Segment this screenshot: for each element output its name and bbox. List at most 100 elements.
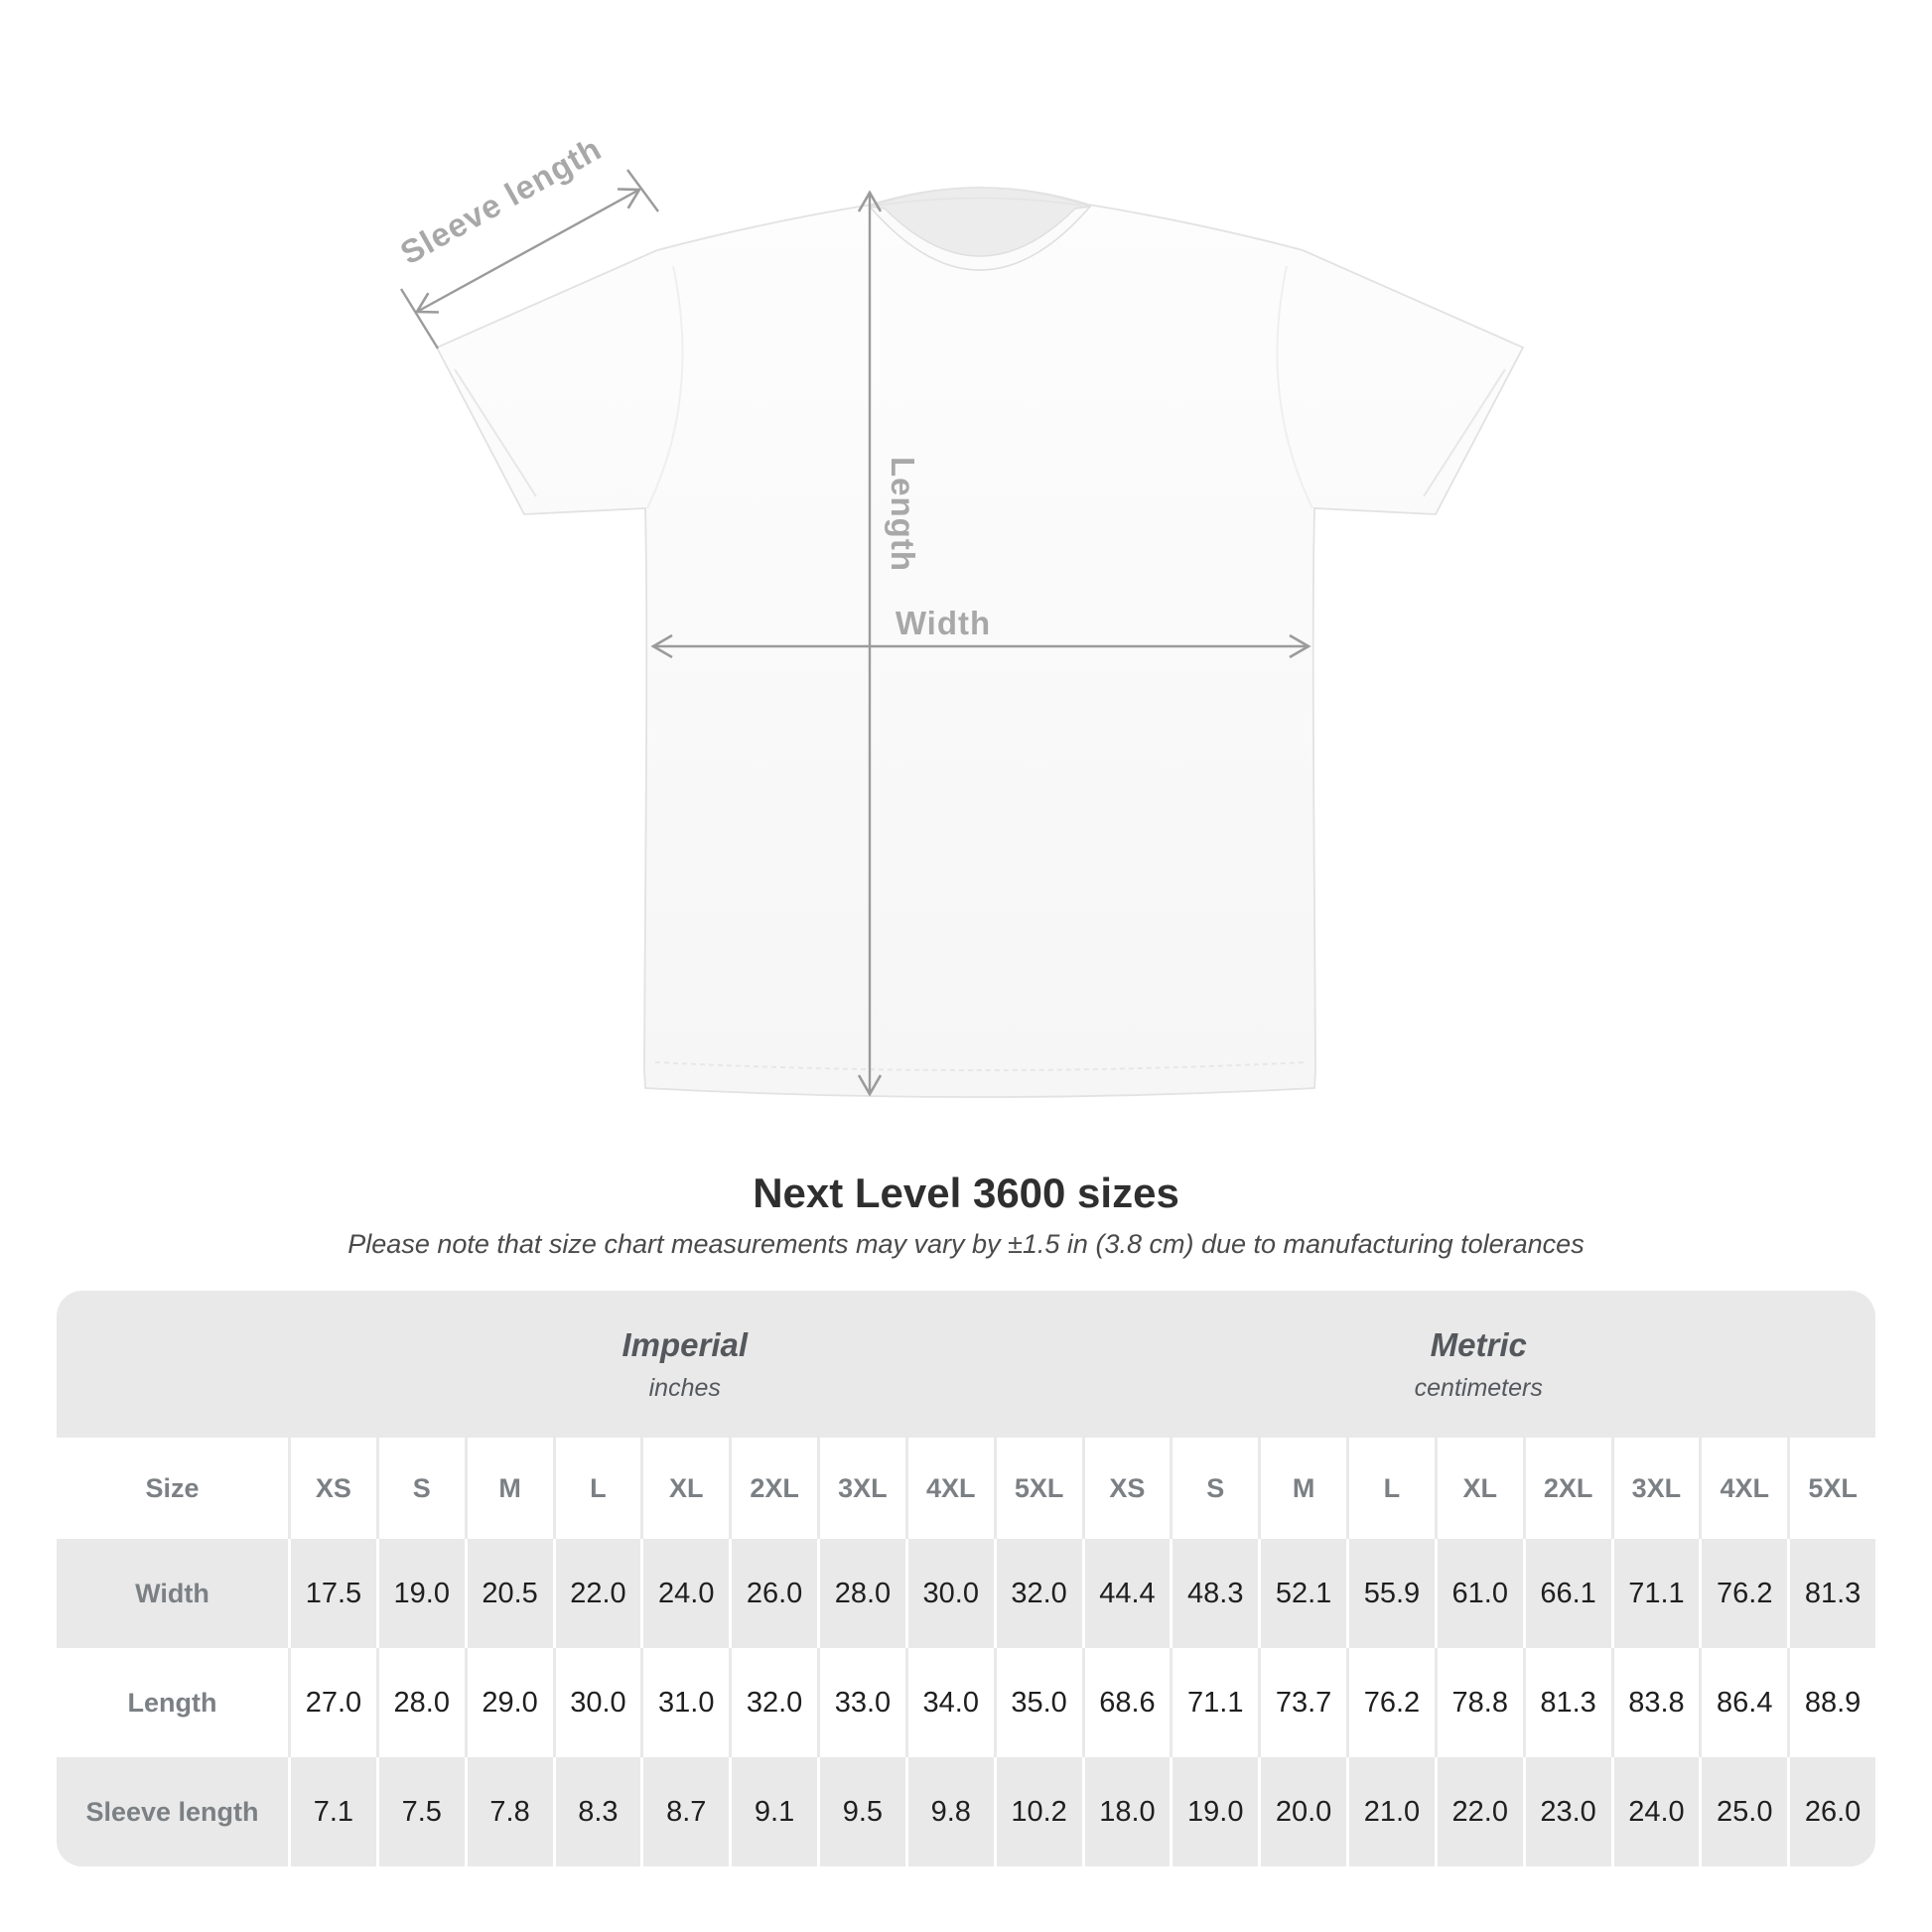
size-table-body: Width 17.5 19.0 20.5 22.0 24.0 26.0 28.0 30.0 32.… (57, 1539, 1875, 1866)
imperial-unit: inches (648, 1374, 721, 1402)
measurement-cell: 7.8 (464, 1757, 553, 1866)
hem-stitch (654, 1061, 1306, 1071)
size-column-header: 3XL (1610, 1438, 1700, 1539)
size-column-header: 3XL (817, 1438, 905, 1539)
measurement-cell: 17.5 (288, 1539, 376, 1648)
width-label: Width (896, 605, 991, 641)
row-label: Sleeve length (57, 1757, 288, 1866)
tolerance-note: Please note that size chart measurements… (347, 1229, 1585, 1259)
metric-header: Metric (1430, 1326, 1527, 1363)
measurement-cell: 35.0 (993, 1648, 1082, 1757)
measurement-cell: 24.0 (1610, 1757, 1700, 1866)
measurement-cell: 34.0 (904, 1648, 994, 1757)
size-column-header: 2XL (729, 1438, 817, 1539)
table-row: Sleeve length 7.1 7.5 7.8 8.3 8.7 9.1 9.5 9.8 10.… (57, 1757, 1875, 1866)
page-title: Next Level 3600 sizes (753, 1170, 1179, 1216)
length-label: Length (885, 457, 921, 572)
measurement-cell: 25.0 (1699, 1757, 1788, 1866)
measurement-cell: 61.0 (1434, 1539, 1523, 1648)
size-column-header: M (1258, 1438, 1346, 1539)
size-column-header: 4XL (1699, 1438, 1788, 1539)
size-header-row: Size XS S M L XL 2XL 3XL 4XL 5XL XS S M L XL 2XL 3XL 4XL… (57, 1438, 1875, 1539)
measurement-cell: 26.0 (1787, 1757, 1875, 1866)
right-armhole-seam (1276, 265, 1313, 509)
table-row: Length 27.0 28.0 29.0 30.0 31.0 32.0 33.0 34.0 35… (57, 1648, 1875, 1757)
measurement-cell: 26.0 (729, 1539, 817, 1648)
measurement-cell: 32.0 (993, 1539, 1082, 1648)
measurement-cell: 81.3 (1787, 1539, 1875, 1648)
tshirt-diagram-svg: Sleeve length Length Width (394, 130, 1525, 1098)
size-column-header: S (375, 1438, 465, 1539)
size-column-header: XS (1081, 1438, 1171, 1539)
size-column-header: S (1170, 1438, 1259, 1539)
tshirt-body (435, 187, 1525, 1098)
measurement-cell: 66.1 (1522, 1539, 1611, 1648)
dimension-arrows (399, 169, 1311, 1097)
measurement-cell: 10.2 (993, 1757, 1082, 1866)
row-label: Length (57, 1648, 288, 1757)
unit-header-row: Imperial inches Metric centimeters (57, 1291, 1875, 1438)
unit-group-metric: Metric centimeters (1082, 1291, 1876, 1438)
sleeve-arrow-tick-lower (399, 288, 440, 349)
tshirt-measurement-diagram: Sleeve length Length Width (394, 130, 1525, 1098)
left-armhole-seam (646, 265, 684, 509)
measurement-cell: 76.2 (1699, 1539, 1788, 1648)
measurement-cell: 68.6 (1081, 1648, 1171, 1757)
left-cuff-stitch (454, 368, 537, 497)
measurement-cell: 33.0 (817, 1648, 905, 1757)
size-column-header: 5XL (993, 1438, 1082, 1539)
size-column-header: XL (640, 1438, 730, 1539)
size-column-header: M (464, 1438, 553, 1539)
sleeve-length-label: Sleeve length (394, 130, 608, 272)
measurement-cell: 19.0 (1170, 1757, 1259, 1866)
size-column-header: L (1346, 1438, 1435, 1539)
imperial-header: Imperial (621, 1326, 749, 1363)
measurement-cell: 9.5 (817, 1757, 905, 1866)
measurement-cell: 31.0 (640, 1648, 730, 1757)
measurement-cell: 18.0 (1081, 1757, 1171, 1866)
measurement-cell: 8.3 (552, 1757, 641, 1866)
measurement-cell: 7.5 (375, 1757, 465, 1866)
measurement-cell: 28.0 (375, 1648, 465, 1757)
row-label: Width (57, 1539, 288, 1648)
size-column-header: XS (288, 1438, 376, 1539)
measurement-cell: 19.0 (375, 1539, 465, 1648)
tshirt-graphic (435, 187, 1525, 1098)
collar-band (868, 205, 1092, 271)
measurement-cell: 20.0 (1258, 1757, 1346, 1866)
measurement-cell: 81.3 (1522, 1648, 1611, 1757)
measurement-cell: 9.1 (729, 1757, 817, 1866)
measurement-cell: 71.1 (1170, 1648, 1259, 1757)
measurement-cell: 7.1 (288, 1757, 376, 1866)
table-row: Width 17.5 19.0 20.5 22.0 24.0 26.0 28.0 30.0 32.… (57, 1539, 1875, 1648)
back-collar-seam (877, 197, 1083, 207)
measurement-cell: 22.0 (552, 1539, 641, 1648)
measurement-cell: 27.0 (288, 1648, 376, 1757)
measurement-cell: 44.4 (1081, 1539, 1171, 1648)
size-column-header: L (552, 1438, 641, 1539)
measurement-cell: 86.4 (1699, 1648, 1788, 1757)
measurement-cell: 73.7 (1258, 1648, 1346, 1757)
measurement-cell: 88.9 (1787, 1648, 1875, 1757)
measurement-cell: 83.8 (1610, 1648, 1700, 1757)
measurement-cell: 21.0 (1346, 1757, 1435, 1866)
measurement-cell: 24.0 (640, 1539, 730, 1648)
measurement-cell: 30.0 (552, 1648, 641, 1757)
measurement-cell: 22.0 (1434, 1757, 1523, 1866)
measurement-cell: 52.1 (1258, 1539, 1346, 1648)
metric-unit: centimeters (1414, 1374, 1543, 1402)
measurement-cell: 30.0 (904, 1539, 994, 1648)
measurement-cell: 55.9 (1346, 1539, 1435, 1648)
size-table: Imperial inches Metric centimeters Size … (57, 1291, 1875, 1866)
measurement-cell: 32.0 (729, 1648, 817, 1757)
measurement-cell: 8.7 (640, 1757, 730, 1866)
size-column-header: 2XL (1522, 1438, 1611, 1539)
size-corner-label: Size (57, 1438, 288, 1539)
size-column-header: 4XL (904, 1438, 994, 1539)
size-column-header: XL (1434, 1438, 1523, 1539)
measurement-cell: 48.3 (1170, 1539, 1259, 1648)
measurement-cell: 29.0 (464, 1648, 553, 1757)
sleeve-length-arrow (414, 188, 642, 314)
measurement-cell: 28.0 (817, 1539, 905, 1648)
unit-group-imperial: Imperial inches (288, 1291, 1082, 1438)
